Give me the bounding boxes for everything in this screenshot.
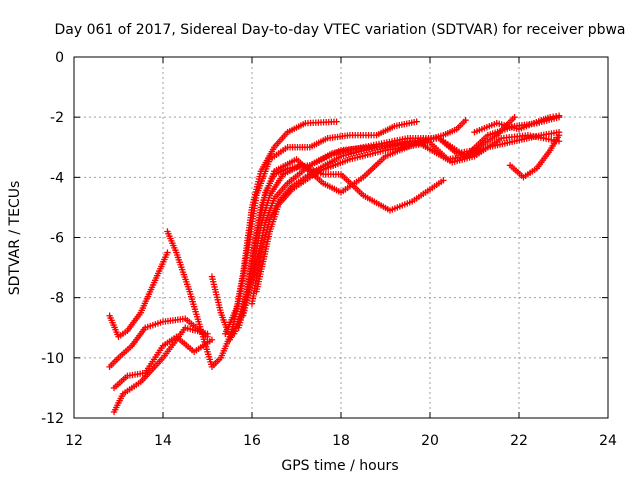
- series-track-4: [110, 333, 216, 392]
- x-tick-label: 24: [599, 433, 617, 449]
- x-tick-label: 12: [65, 433, 83, 449]
- series-track-7: [222, 118, 420, 337]
- x-tick-label: 14: [154, 433, 172, 449]
- data-point: [511, 113, 518, 121]
- data-point: [555, 112, 563, 119]
- y-tick-label: -6: [50, 231, 64, 247]
- y-tick-label: -2: [50, 110, 64, 126]
- chart-title: Day 061 of 2017, Sidereal Day-to-day VTE…: [54, 22, 625, 38]
- data-points: [106, 112, 563, 416]
- y-tick-label: -12: [41, 411, 64, 427]
- series-track-1: [106, 249, 171, 340]
- axis-ticks: 12 14 16 18 20 22 24 0 -2 -4 -6 -8 -10 -12: [41, 50, 617, 449]
- y-tick-label: -4: [50, 170, 64, 186]
- y-tick-label: 0: [55, 50, 64, 66]
- x-tick-label: 16: [243, 433, 261, 449]
- data-point: [164, 249, 171, 256]
- data-point: [333, 118, 340, 125]
- y-tick-label: -10: [41, 351, 64, 367]
- x-tick-label: 18: [332, 433, 350, 449]
- x-axis-label: GPS time / hours: [281, 458, 398, 474]
- y-axis-label: SDTVAR / TECUs: [7, 181, 23, 296]
- data-point: [208, 336, 216, 343]
- data-point: [462, 116, 469, 124]
- x-tick-label: 20: [421, 433, 439, 449]
- series-track-14: [506, 132, 563, 181]
- y-tick-label: -8: [50, 291, 64, 307]
- series-track-13: [253, 132, 563, 295]
- data-point: [440, 177, 447, 184]
- data-point: [413, 118, 420, 125]
- data-point: [555, 132, 563, 139]
- x-tick-label: 22: [510, 433, 528, 449]
- series-track-15: [471, 112, 563, 136]
